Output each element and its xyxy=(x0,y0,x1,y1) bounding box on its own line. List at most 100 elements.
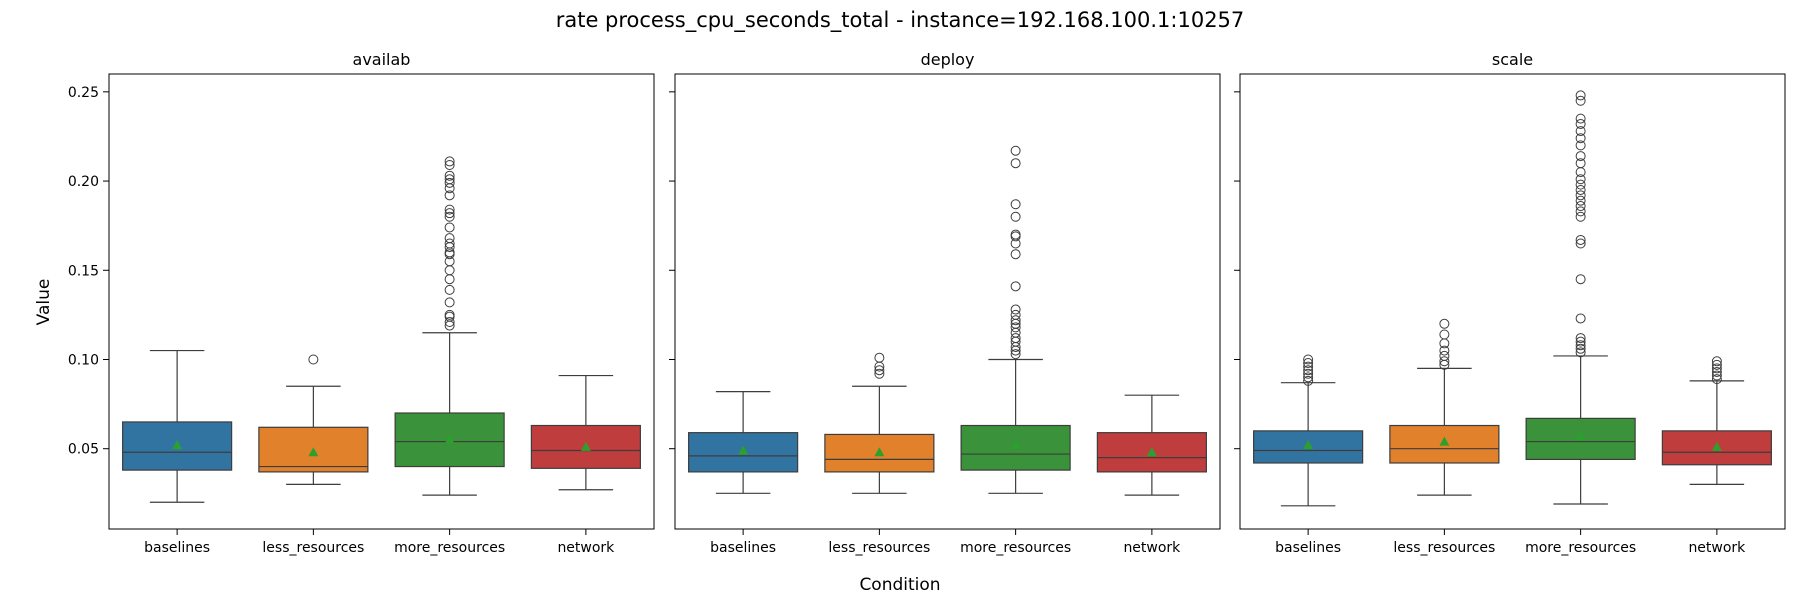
outlier-point xyxy=(1575,211,1586,222)
outlier-point xyxy=(1575,347,1586,358)
outlier-point xyxy=(1575,238,1586,249)
mean-marker xyxy=(874,447,885,457)
outlier-point xyxy=(1010,281,1021,292)
mean-marker xyxy=(172,440,183,450)
outlier-point xyxy=(444,174,455,185)
outlier-point xyxy=(444,211,455,222)
outlier-point xyxy=(1010,229,1021,240)
x-tick-label: less_resources xyxy=(262,540,364,556)
outlier-point xyxy=(1010,238,1021,249)
outlier-point xyxy=(1010,315,1021,326)
outlier-point xyxy=(444,183,455,194)
outlier-point xyxy=(874,352,885,363)
box-less_resources xyxy=(258,354,369,485)
panel-title: scale xyxy=(1492,50,1533,69)
outlier-point xyxy=(874,365,885,376)
y-tick-label: 0.20 xyxy=(68,174,99,190)
box-more_resources xyxy=(1525,90,1636,505)
x-tick-label: network xyxy=(1123,540,1181,556)
x-tick-label: baselines xyxy=(1275,540,1341,556)
outlier-point xyxy=(444,309,455,320)
outlier-point xyxy=(1575,336,1586,347)
panel-frame xyxy=(108,73,655,530)
outlier-point xyxy=(1303,375,1314,386)
outlier-point xyxy=(1575,95,1586,106)
outlier-point xyxy=(444,204,455,215)
outlier-point xyxy=(444,177,455,188)
outlier-point xyxy=(1303,365,1314,376)
mean-marker xyxy=(738,445,749,455)
outlier-point xyxy=(1010,145,1021,156)
x-tick-label: less_resources xyxy=(828,540,930,556)
outlier-point xyxy=(1575,140,1586,151)
outlier-point xyxy=(1303,372,1314,383)
outlier-point xyxy=(444,222,455,233)
outlier-point xyxy=(1303,368,1314,379)
outlier-point xyxy=(1575,113,1586,124)
outlier-point xyxy=(1711,356,1722,367)
outlier-point xyxy=(1575,201,1586,212)
box-less_resources xyxy=(824,352,935,494)
outlier-point xyxy=(444,317,455,328)
outlier-point xyxy=(444,170,455,181)
outlier-point xyxy=(1575,118,1586,129)
y-tick-label: 0.15 xyxy=(68,263,99,279)
outlier-point xyxy=(1439,318,1450,329)
x-tick-label: baselines xyxy=(144,540,210,556)
outlier-point xyxy=(1010,211,1021,222)
outlier-point xyxy=(1439,356,1450,367)
outlier-point xyxy=(444,284,455,295)
outlier-point xyxy=(1303,361,1314,372)
outlier-point xyxy=(444,297,455,308)
outlier-point xyxy=(1439,350,1450,361)
mean-marker xyxy=(1575,431,1586,441)
box-network xyxy=(530,374,641,491)
mean-marker xyxy=(1711,441,1722,451)
box-baselines xyxy=(122,349,233,503)
outlier-point xyxy=(1711,366,1722,377)
outlier-point xyxy=(1575,133,1586,144)
outlier-point xyxy=(1303,358,1314,369)
outlier-point xyxy=(1575,184,1586,195)
panel-title: deploy xyxy=(921,50,975,69)
outlier-point xyxy=(1010,304,1021,315)
box-network xyxy=(1661,356,1772,485)
outlier-point xyxy=(1575,167,1586,178)
outlier-point xyxy=(444,256,455,267)
outlier-point xyxy=(1575,174,1586,185)
panel-2: scale baselines less_resources more_resourc… xyxy=(1234,50,1786,556)
outlier-point xyxy=(1575,234,1586,245)
outlier-point xyxy=(1575,313,1586,324)
outlier-point xyxy=(1010,309,1021,320)
mean-marker xyxy=(308,447,319,457)
outlier-point xyxy=(1575,274,1586,285)
outlier-point xyxy=(1575,126,1586,137)
y-tick-label: 0.05 xyxy=(68,442,99,458)
outlier-point xyxy=(1711,370,1722,381)
outlier-point xyxy=(444,274,455,285)
outlier-point xyxy=(1575,179,1586,190)
outlier-point xyxy=(1010,199,1021,210)
box-more_resources xyxy=(394,156,505,496)
panel-0: availab 0.05 0.10 0.15 0.20 0.25 baselines less… xyxy=(68,50,655,556)
outlier-point xyxy=(1575,333,1586,344)
outlier-point xyxy=(1575,151,1586,162)
outlier-point xyxy=(1439,338,1450,349)
mean-marker xyxy=(1303,440,1314,450)
figure-title: rate process_cpu_seconds_total - instanc… xyxy=(556,8,1245,33)
outlier-point xyxy=(1439,345,1450,356)
outlier-point xyxy=(1303,354,1314,365)
outlier-point xyxy=(308,354,319,365)
outlier-point xyxy=(444,190,455,201)
outlier-point xyxy=(1575,340,1586,351)
outlier-point xyxy=(1010,333,1021,344)
outlier-point xyxy=(1010,349,1021,360)
x-tick-label: baselines xyxy=(710,540,776,556)
box-baselines xyxy=(1253,354,1364,507)
outlier-point xyxy=(1010,158,1021,169)
box-network xyxy=(1096,394,1207,496)
outlier-point xyxy=(444,160,455,170)
outlier-point xyxy=(1575,195,1586,206)
outlier-point xyxy=(1711,363,1722,374)
